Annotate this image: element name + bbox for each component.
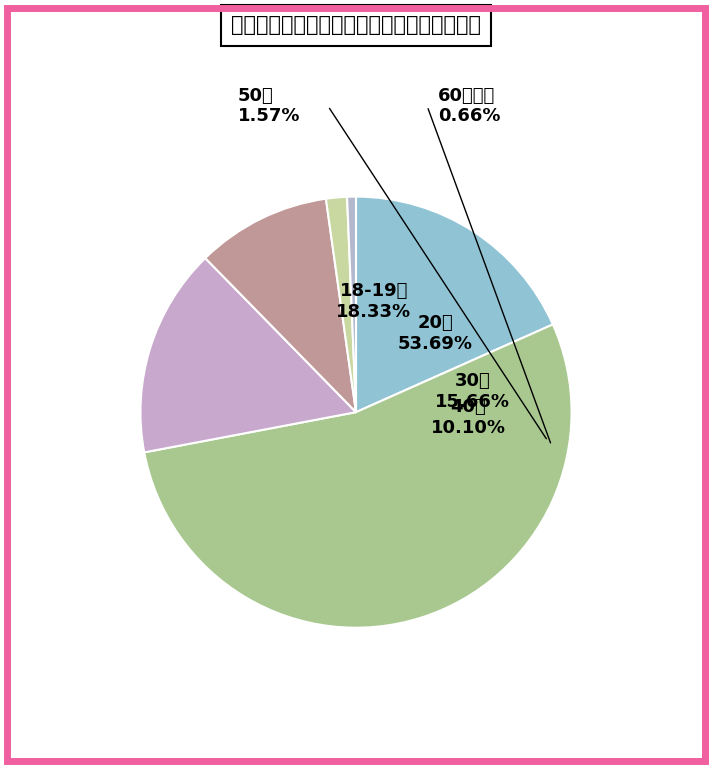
Wedge shape	[347, 197, 356, 412]
Wedge shape	[356, 197, 553, 412]
Title: 富山県のワクワクメール：女性会員の年齢層: 富山県のワクワクメール：女性会員の年齢層	[231, 15, 481, 35]
Wedge shape	[205, 198, 356, 412]
Wedge shape	[326, 197, 356, 412]
Text: 18-19歳
18.33%: 18-19歳 18.33%	[336, 282, 412, 321]
Text: 50代
1.57%: 50代 1.57%	[237, 87, 300, 125]
Text: 30代
15.66%: 30代 15.66%	[435, 372, 511, 411]
Text: 20代
53.69%: 20代 53.69%	[398, 314, 473, 352]
Wedge shape	[140, 258, 356, 452]
Wedge shape	[145, 325, 572, 628]
Text: 60代以上
0.66%: 60代以上 0.66%	[438, 87, 501, 125]
Text: 40代
10.10%: 40代 10.10%	[431, 398, 506, 437]
